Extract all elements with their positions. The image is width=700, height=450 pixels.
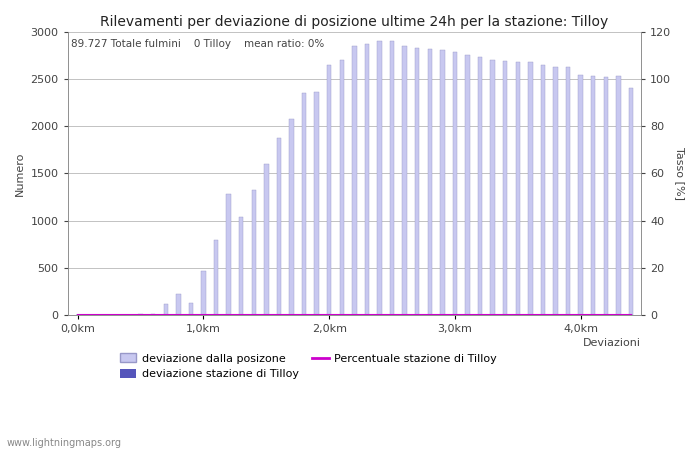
Bar <box>365 44 369 315</box>
Bar <box>390 41 394 315</box>
Bar <box>264 164 269 315</box>
Bar <box>276 138 281 315</box>
Bar <box>176 294 181 315</box>
Bar <box>491 60 495 315</box>
Bar <box>440 50 444 315</box>
Bar <box>340 60 344 315</box>
Bar <box>239 217 244 315</box>
Bar <box>578 75 583 315</box>
Bar <box>553 68 558 315</box>
Bar <box>566 68 570 315</box>
Bar <box>616 76 620 315</box>
Bar <box>189 303 193 315</box>
Y-axis label: Numero: Numero <box>15 151 25 196</box>
Bar <box>352 46 356 315</box>
Bar <box>402 46 407 315</box>
Title: Rilevamenti per deviazione di posizione ultime 24h per la stazione: Tilloy: Rilevamenti per deviazione di posizione … <box>100 15 608 29</box>
Bar <box>415 48 419 315</box>
Bar <box>603 77 608 315</box>
Bar <box>251 190 256 315</box>
Bar <box>164 304 168 315</box>
Bar <box>528 62 533 315</box>
Bar <box>214 239 218 315</box>
Bar <box>314 92 318 315</box>
Bar <box>503 61 507 315</box>
Bar <box>139 314 143 315</box>
Bar <box>327 65 331 315</box>
Bar <box>151 314 155 315</box>
Bar <box>453 52 457 315</box>
Text: www.lightningmaps.org: www.lightningmaps.org <box>7 438 122 448</box>
Bar <box>202 271 206 315</box>
Bar <box>629 88 633 315</box>
Text: Deviazioni: Deviazioni <box>583 338 641 348</box>
Bar <box>540 65 545 315</box>
Bar <box>428 49 432 315</box>
Bar <box>226 194 231 315</box>
Text: 89.727 Totale fulmini    0 Tilloy    mean ratio: 0%: 89.727 Totale fulmini 0 Tilloy mean rati… <box>71 39 324 49</box>
Bar <box>302 93 306 315</box>
Bar <box>516 62 520 315</box>
Bar <box>466 55 470 315</box>
Bar <box>478 57 482 315</box>
Y-axis label: Tasso [%]: Tasso [%] <box>675 147 685 200</box>
Bar <box>377 41 382 315</box>
Bar <box>289 118 294 315</box>
Legend: deviazione dalla posizone, deviazione stazione di Tilloy, Percentuale stazione d: deviazione dalla posizone, deviazione st… <box>116 349 502 384</box>
Bar <box>591 76 596 315</box>
